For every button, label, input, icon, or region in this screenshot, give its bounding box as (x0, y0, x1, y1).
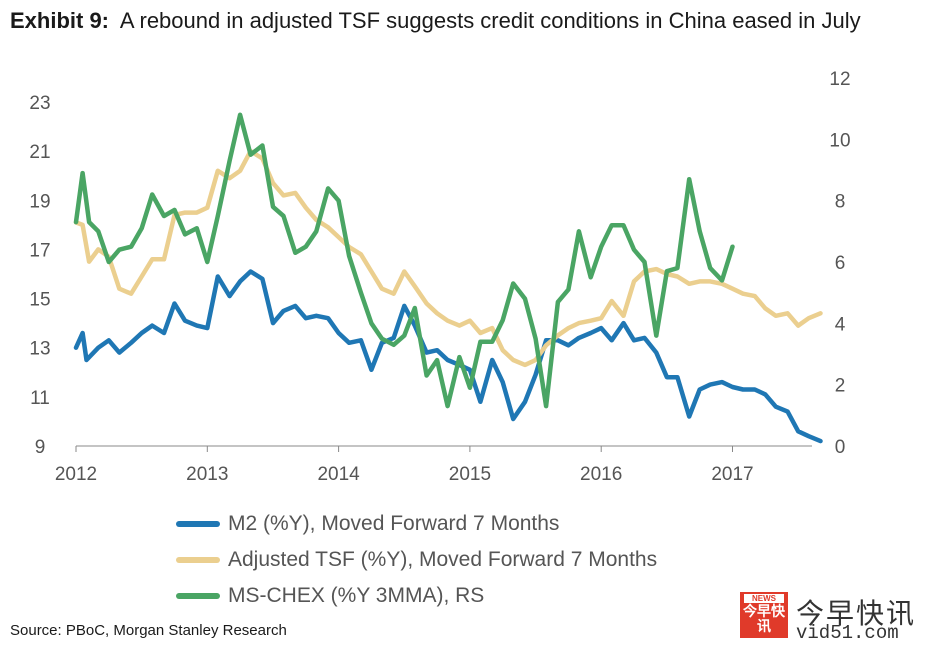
chart-axes: 2012 2013 2014 2015 2016 2017 9 11 13 15 17 19 21 23 0… (29, 69, 850, 485)
y-right-tick-label: 8 (835, 192, 846, 213)
watermark-url: vid51.com (796, 622, 899, 644)
y-right-tick-label: 0 (835, 437, 846, 458)
y-left-tick-label: 11 (30, 388, 50, 409)
legend-item-ms-chex: MS-CHEX (%Y 3MMA), RS (176, 578, 657, 614)
legend-swatch-adjusted-tsf (176, 557, 220, 563)
x-tick-label: 2015 (449, 464, 491, 485)
y-right-tick-label: 2 (835, 376, 846, 397)
x-tick-label: 2016 (580, 464, 622, 485)
y-left-tick-label: 23 (29, 93, 50, 114)
y-left-tick-label: 17 (29, 240, 50, 261)
y-right-tick-label: 10 (829, 130, 850, 151)
y-left-tick-label: 9 (35, 437, 46, 458)
y-right-tick-label: 6 (835, 253, 846, 274)
x-tick-label: 2012 (55, 464, 97, 485)
legend-swatch-ms-chex (176, 593, 220, 599)
title-text: A rebound in adjusted TSF suggests credi… (119, 8, 861, 33)
series-line-0 (73, 269, 823, 444)
x-tick-label: 2013 (186, 464, 228, 485)
badge-text: 今早快讯 (743, 603, 785, 634)
badge-news-text: NEWS (744, 594, 784, 603)
chart-series-lines (73, 112, 823, 444)
watermark-chinese: 今早快讯 (796, 598, 917, 629)
legend-label-ms-chex: MS-CHEX (%Y 3MMA), RS (228, 584, 485, 607)
legend-label-m2: M2 (%Y), Moved Forward 7 Months (228, 512, 560, 535)
legend: M2 (%Y), Moved Forward 7 Months Adjusted… (176, 506, 657, 614)
y-right-tick-label: 4 (835, 314, 846, 335)
legend-label-adjusted-tsf: Adjusted TSF (%Y), Moved Forward 7 Month… (228, 548, 658, 571)
series-line-2 (73, 112, 735, 409)
legend-swatch-m2 (176, 521, 220, 527)
x-tick-label: 2014 (317, 464, 360, 485)
y-left-tick-label: 19 (29, 191, 50, 212)
y-left-tick-label: 21 (29, 142, 50, 163)
y-right-tick-label: 12 (829, 69, 850, 90)
x-tick-label: 2017 (711, 464, 753, 485)
y-left-tick-label: 13 (29, 339, 50, 360)
series-line-1 (73, 148, 823, 368)
source-note: Source: PBoC, Morgan Stanley Research (10, 622, 287, 639)
chart-title: Exhibit 9: A rebound in adjusted TSF sug… (10, 8, 861, 34)
watermark-logo: NEWS 今早快讯 今早快讯 vid51.com (740, 592, 936, 644)
legend-item-adjusted-tsf: Adjusted TSF (%Y), Moved Forward 7 Month… (176, 542, 657, 578)
news-badge-icon: NEWS 今早快讯 (740, 592, 788, 638)
y-left-tick-label: 15 (29, 290, 50, 311)
exhibit-label: Exhibit 9: (10, 8, 110, 33)
legend-item-m2: M2 (%Y), Moved Forward 7 Months (176, 506, 657, 542)
